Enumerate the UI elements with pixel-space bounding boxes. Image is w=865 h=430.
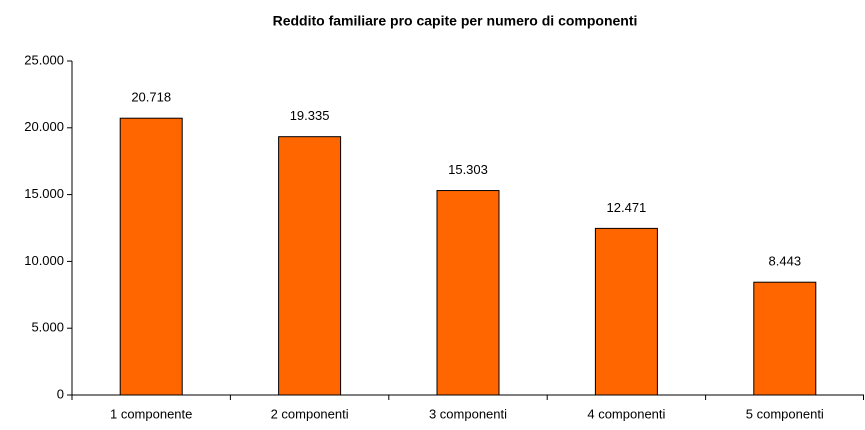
value-label: 20.718 — [131, 90, 171, 105]
bar — [594, 227, 658, 396]
y-tick-label: 0 — [57, 386, 64, 401]
x-tick-label: 3 componenti — [429, 406, 507, 421]
y-tick-label: 20.000 — [24, 119, 64, 134]
bar — [119, 117, 183, 396]
bar — [753, 281, 817, 396]
y-tick-label: 10.000 — [24, 253, 64, 268]
bar — [436, 190, 500, 396]
bar — [278, 136, 342, 396]
value-label: 8.443 — [769, 254, 802, 269]
x-tick-label: 4 componenti — [587, 406, 665, 421]
y-tick-label: 15.000 — [24, 186, 64, 201]
value-label: 19.335 — [290, 108, 330, 123]
x-tick-label: 5 componenti — [746, 406, 824, 421]
chart-title: Reddito familiare pro capite per numero … — [273, 13, 638, 29]
y-tick-label: 25.000 — [24, 52, 64, 67]
value-label: 12.471 — [607, 200, 647, 215]
value-label: 15.303 — [448, 162, 488, 177]
y-tick-label: 5.000 — [31, 320, 64, 335]
x-tick-label: 2 componenti — [271, 406, 349, 421]
x-tick-label: 1 componente — [110, 406, 192, 421]
